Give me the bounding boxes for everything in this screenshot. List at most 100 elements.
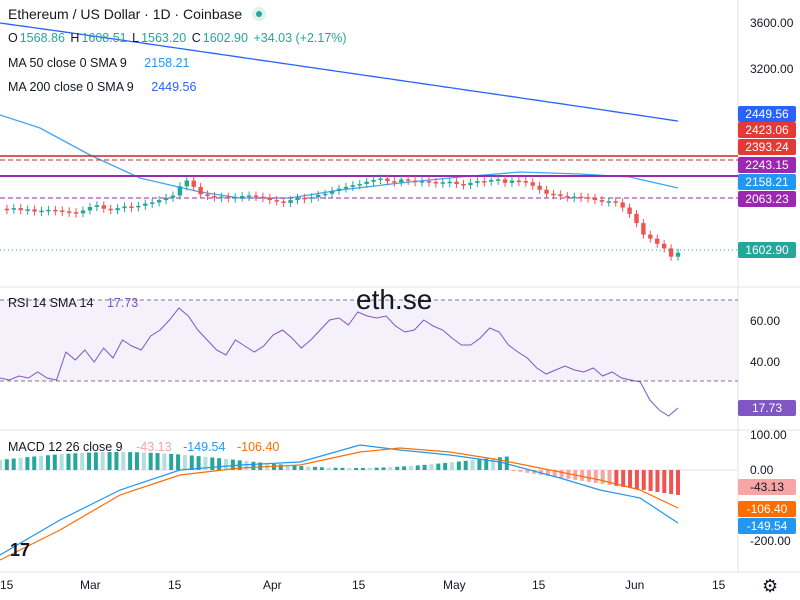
candle-body: [606, 201, 612, 203]
candle-body: [25, 209, 30, 211]
macd-histogram-bar: [230, 459, 235, 470]
candle-body: [440, 182, 445, 184]
macd-histogram-bar: [641, 470, 646, 490]
macd-histogram-bar: [463, 460, 468, 470]
candle-body: [177, 186, 183, 196]
macd-histogram-bar: [32, 456, 37, 470]
macd-histogram-bar: [436, 463, 441, 470]
ma200-line: [0, 22, 679, 122]
macd-histogram-bar: [176, 454, 181, 470]
macd-histogram-bar: [429, 464, 434, 470]
macd-histogram-bar: [628, 470, 633, 488]
price-tick: 3600.00: [750, 16, 794, 30]
tradingview-logo-icon[interactable]: 17: [10, 540, 30, 561]
candle-body: [170, 195, 176, 198]
time-tick: 15: [168, 578, 182, 592]
rsi-legend[interactable]: RSI 14 SMA 14 17.73: [8, 296, 140, 310]
candle-body: [11, 208, 17, 210]
candle-body: [675, 252, 681, 257]
macd-histogram-bar: [477, 459, 482, 470]
high-value: 1608.51: [81, 31, 127, 45]
rsi-label: RSI 14 SMA 14: [8, 296, 94, 310]
candle-body: [267, 197, 273, 201]
candle-body: [412, 180, 418, 183]
macd-histogram-bar: [80, 452, 85, 470]
macd-histogram-bar: [25, 457, 30, 470]
rsi-tick: 40.00: [750, 355, 781, 369]
watermark-text: eth.se: [356, 284, 433, 315]
price-label-pill: 2393.24: [738, 139, 796, 155]
macd-histogram-bar: [18, 457, 23, 470]
open-label: O: [8, 31, 18, 45]
candle-body: [475, 181, 480, 183]
low-label: L: [132, 31, 140, 45]
candle-body: [544, 189, 549, 194]
ma50-legend[interactable]: MA 50 close 0 SMA 9 2158.21: [8, 56, 191, 70]
candle-body: [115, 208, 120, 211]
macd-value-pill: -43.13: [738, 479, 796, 495]
macd-histogram-bar: [586, 470, 591, 482]
macd-histogram-bar: [525, 470, 530, 473]
rsi-tick: 60.00: [750, 314, 781, 328]
candle-body: [101, 205, 106, 209]
candle-body: [184, 180, 189, 187]
candle-body: [87, 207, 93, 211]
candle-body: [558, 194, 563, 197]
macd-histogram-bar: [552, 470, 557, 477]
macd-histogram-bar: [360, 467, 365, 470]
macd-histogram-bar: [655, 470, 660, 492]
symbol-title-text[interactable]: Ethereum / US Dollar · 1D · Coinbase: [8, 6, 243, 22]
macd-histogram-bar: [203, 456, 208, 470]
macd-histogram-bar: [306, 466, 311, 470]
macd-tick: 0.00: [750, 463, 774, 477]
macd-histogram-bar: [224, 458, 228, 470]
candle-body: [447, 181, 452, 184]
rsi-value-pill: 17.73: [738, 400, 796, 416]
candle-body: [592, 197, 598, 201]
macd-histogram-bar: [450, 462, 454, 470]
candle-body: [392, 181, 397, 183]
candle-body: [468, 182, 473, 186]
eye-icon[interactable]: [252, 7, 267, 21]
macd-histogram-bar: [402, 466, 407, 470]
rsi-value: 17.73: [106, 296, 139, 310]
candle-body: [668, 248, 674, 257]
macd-legend[interactable]: MACD 12 26 close 9 -43.13 -149.54 -106.4…: [8, 440, 281, 454]
candle-body: [18, 208, 23, 211]
macd-histogram-bar: [662, 470, 667, 493]
candle-body: [143, 203, 148, 206]
macd-histogram-bar: [381, 467, 386, 470]
macd-tick: 100.00: [750, 428, 787, 442]
candle-body: [482, 181, 487, 183]
macd-histogram-bar: [258, 462, 263, 470]
macd-histogram-bar: [607, 470, 612, 485]
candle-body: [281, 201, 286, 203]
ma200-legend[interactable]: MA 200 close 0 SMA 9 2449.56: [8, 80, 198, 94]
ma50-label: MA 50 close 0 SMA 9: [8, 56, 127, 70]
ma50-line: [0, 114, 679, 199]
candle-body: [385, 178, 390, 182]
time-tick: 15: [0, 578, 14, 592]
candle-body: [585, 197, 591, 199]
macd-histogram-bar: [39, 455, 44, 470]
signal-line: [0, 447, 679, 561]
macd-histogram-bar: [326, 467, 331, 470]
macd-histogram-bar: [545, 470, 550, 476]
candle-body: [129, 206, 134, 208]
time-tick: 15: [352, 578, 366, 592]
macd-histogram-bar: [107, 452, 112, 470]
candle-body: [655, 238, 660, 244]
symbol-title[interactable]: Ethereum / US Dollar · 1D · Coinbase: [8, 6, 268, 22]
macd-histogram-bar: [470, 460, 475, 470]
macd-histogram-bar: [66, 453, 71, 470]
macd-histogram-bar: [340, 467, 345, 470]
candle-body: [620, 202, 625, 208]
candle-body: [523, 181, 528, 183]
macd-histogram-bar: [182, 454, 187, 470]
macd-histogram-bar: [491, 457, 496, 470]
macd-histogram-bar: [333, 467, 338, 470]
settings-gear-icon[interactable]: ⚙: [762, 576, 779, 596]
candle-body: [565, 196, 570, 198]
macd-histogram-bar: [456, 461, 461, 470]
